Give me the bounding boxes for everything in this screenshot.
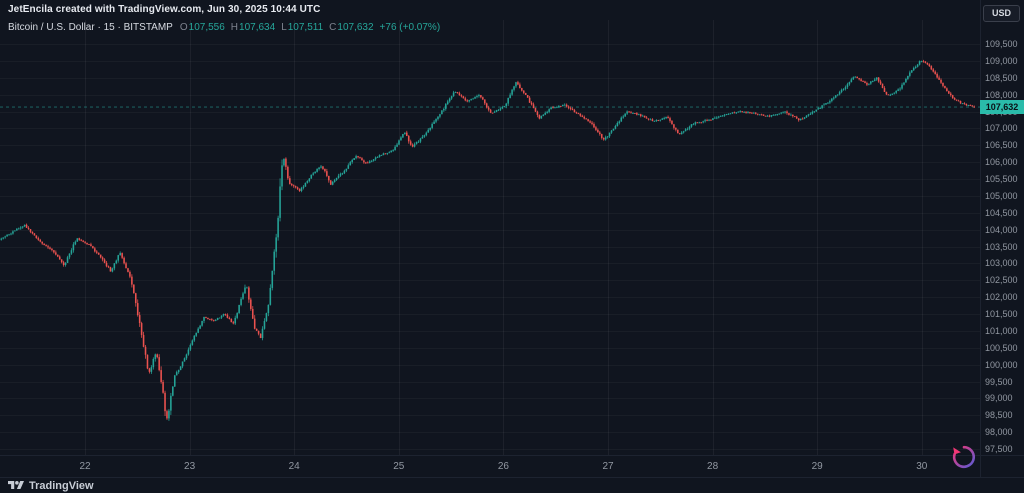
- time-tick-label: 22: [79, 461, 91, 472]
- bottom-toolbar: [0, 477, 1024, 493]
- time-tick-label: 30: [916, 461, 928, 472]
- price-tick-label: 108,000: [985, 89, 1018, 100]
- close-value: C 107,632: [329, 22, 374, 33]
- price-tick-label: 106,500: [985, 140, 1018, 151]
- low-value: L 107,511: [281, 22, 324, 33]
- price-chart-canvas[interactable]: [0, 0, 980, 455]
- time-tick-label: 23: [184, 461, 196, 472]
- tradingview-logo-text: TradingView: [29, 479, 94, 492]
- time-tick-label: 27: [602, 461, 614, 472]
- price-tick-label: 103,500: [985, 241, 1018, 252]
- price-tick-label: 106,000: [985, 157, 1018, 168]
- price-tick-label: 107,000: [985, 123, 1018, 134]
- price-tick-label: 99,500: [985, 376, 1013, 387]
- symbol-title[interactable]: Bitcoin / U.S. Dollar · 15 · BITSTAMP: [8, 22, 173, 33]
- attribution-text: JetEncila created with TradingView.com, …: [8, 4, 321, 15]
- change-value: +76 (+0.07%): [379, 22, 441, 33]
- price-tick-label: 108,500: [985, 72, 1018, 83]
- price-tick-label: 99,000: [985, 393, 1013, 404]
- time-tick-label: 24: [288, 461, 300, 472]
- price-tick-label: 104,000: [985, 224, 1018, 235]
- price-tick-label: 102,000: [985, 292, 1018, 303]
- price-tick-label: 101,000: [985, 325, 1018, 336]
- tradingview-logo[interactable]: TradingView: [8, 479, 94, 492]
- price-tick-label: 109,500: [985, 39, 1018, 49]
- ohlc-readout: O 107,556 H 107,634 L 107,511 C 107,632 +76 …: [180, 22, 440, 33]
- price-tick-label: 105,000: [985, 190, 1018, 201]
- time-tick-label: 29: [811, 461, 823, 472]
- cycle-badge-icon[interactable]: [951, 444, 977, 470]
- open-value: O 107,556: [179, 22, 225, 33]
- time-axis[interactable]: 22 23 24 25 26 27 28 29 30: [0, 455, 1024, 477]
- time-tick-label: 25: [393, 461, 405, 472]
- price-tick-label: 104,500: [985, 207, 1018, 218]
- price-tick-label: 105,500: [985, 174, 1018, 184]
- price-tick-label: 100,500: [985, 342, 1018, 353]
- high-value: H 107,634: [230, 22, 276, 33]
- price-tick-label: 97,500: [985, 444, 1013, 454]
- price-axis[interactable]: 97,500 98,000 98,500 99,000 99,500 100,000 100…: [980, 0, 1024, 477]
- price-tick-label: 98,500: [985, 410, 1013, 421]
- price-tick-label: 101,500: [985, 309, 1018, 319]
- price-tick-label: 102,500: [985, 275, 1018, 286]
- currency-usd-button[interactable]: USD: [983, 5, 1020, 22]
- price-tick-label: 100,000: [985, 359, 1018, 370]
- time-tick-label: 28: [707, 461, 719, 472]
- time-tick-label: 26: [497, 461, 509, 472]
- price-tick-label: 103,000: [985, 258, 1018, 269]
- price-tick-label: 109,000: [985, 55, 1018, 66]
- tradingview-logo-icon: [8, 479, 24, 492]
- price-tick-label: 98,000: [985, 427, 1013, 438]
- last-price-label: 107,632: [980, 100, 1024, 115]
